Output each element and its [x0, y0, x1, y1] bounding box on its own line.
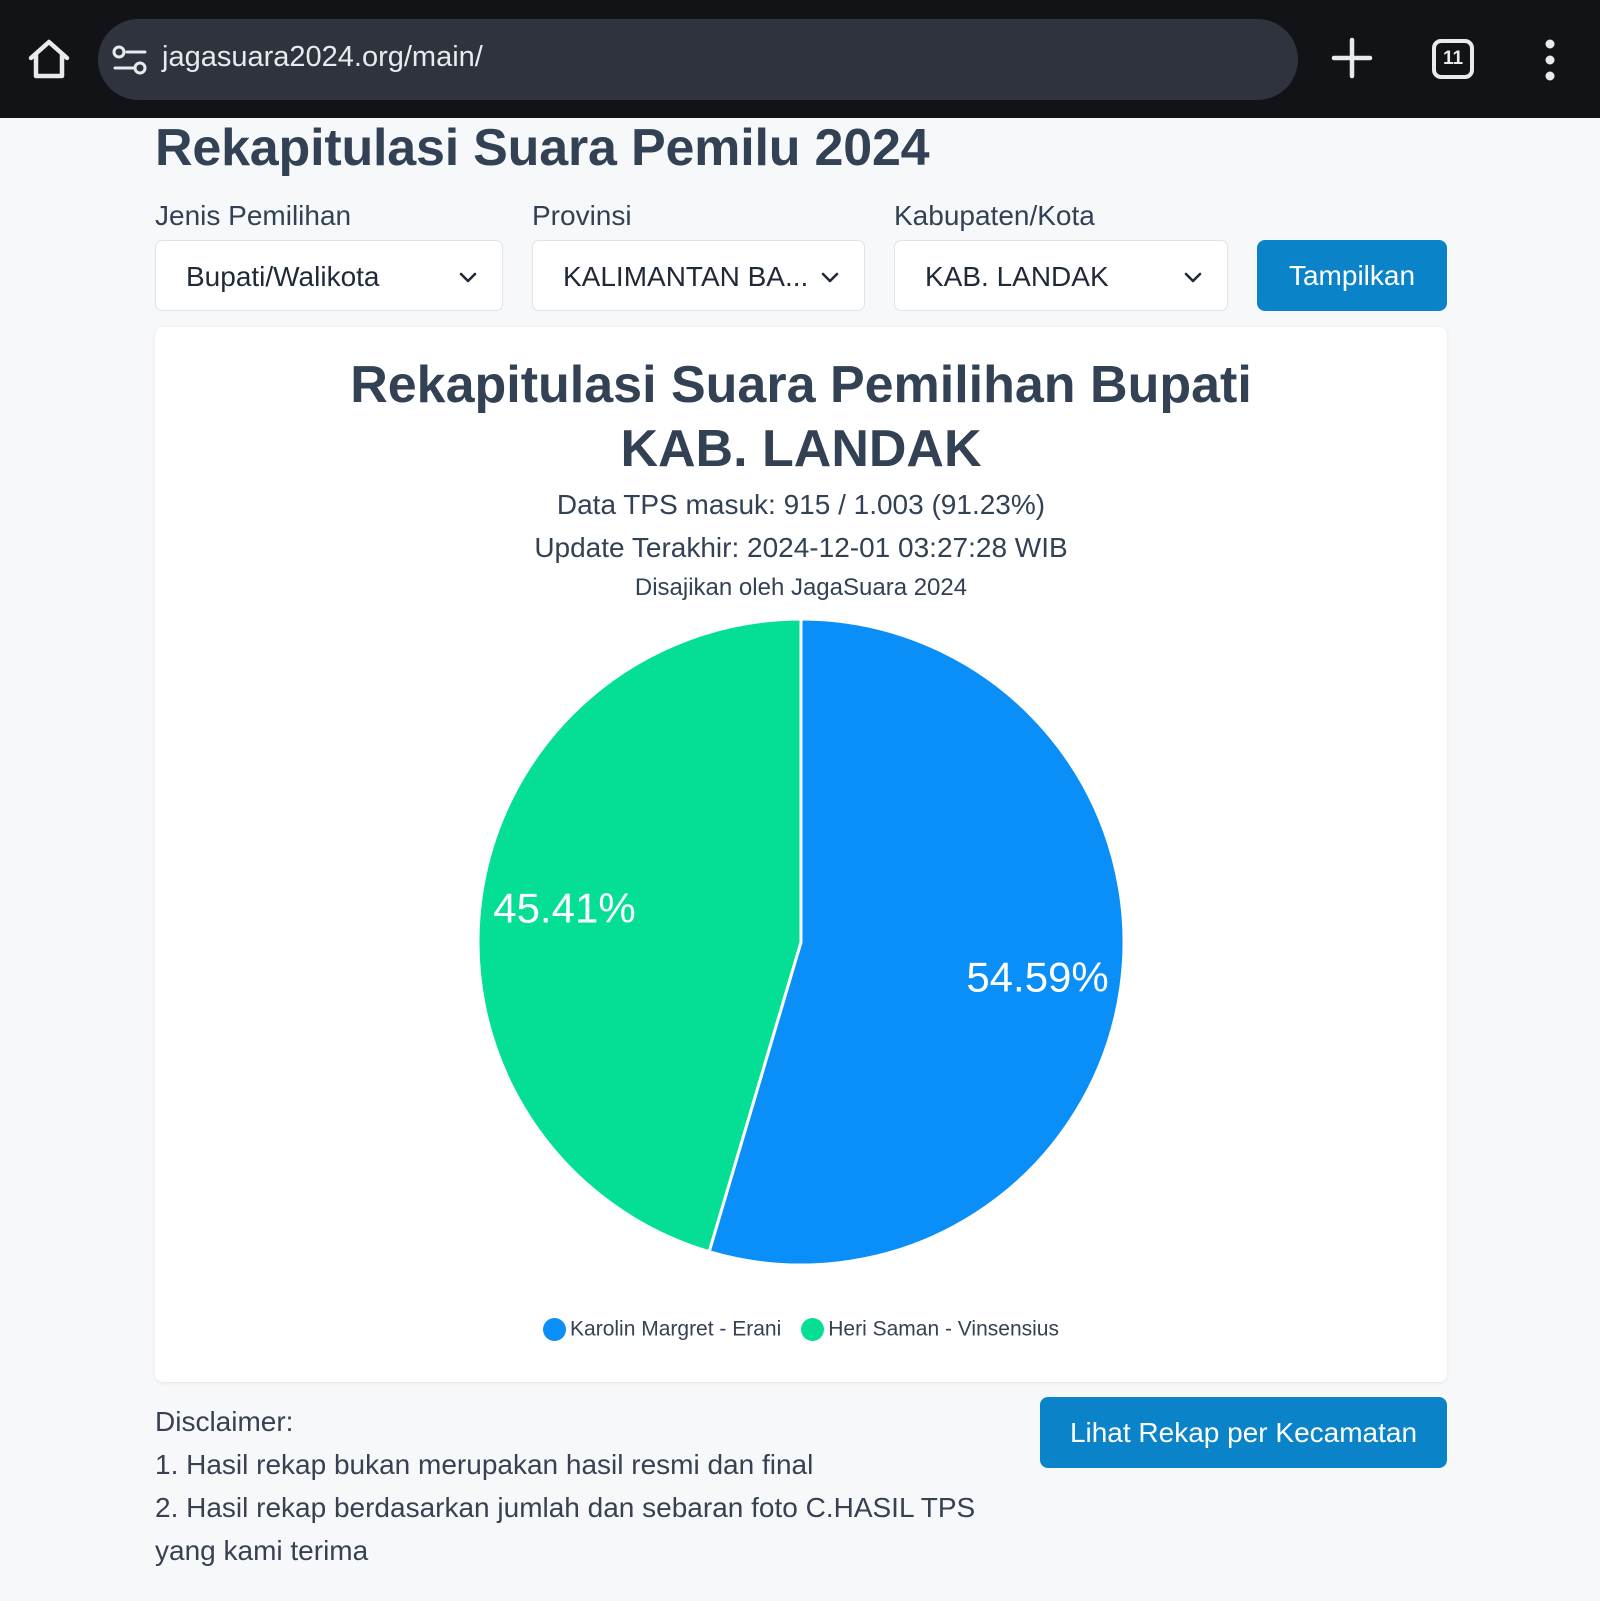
jenis-pemilihan-select[interactable]: Bupati/Walikota — [155, 240, 503, 311]
legend-dot — [543, 1318, 567, 1342]
new-tab-icon[interactable] — [1330, 36, 1374, 80]
jenis-pemilihan-label: Jenis Pemilihan — [155, 200, 352, 231]
data-source: Disajikan oleh JagaSuara 2024 — [634, 574, 968, 601]
kabupaten-value: KAB. LANDAK — [925, 261, 1109, 292]
pie-slice[interactable] — [707, 617, 1126, 1267]
chart-title-line1: Rekapitulasi Suara Pemilihan Bupati — [350, 356, 1252, 414]
pie-chart: 54.59% 45.41% — [476, 617, 1126, 1267]
disclaimer: Disclaimer: 1. Hasil rekap bukan merupak… — [155, 1400, 1035, 1572]
disclaimer-heading: Disclaimer: — [155, 1406, 294, 1437]
provinsi-label: Provinsi — [532, 200, 632, 231]
site-settings-icon[interactable] — [112, 43, 148, 77]
tampilkan-button[interactable]: Tampilkan — [1257, 240, 1447, 311]
more-options-icon[interactable] — [1538, 38, 1562, 82]
chart-title: Rekapitulasi Suara Pemilihan Bupati KAB.… — [155, 353, 1447, 481]
chart-title-line2: KAB. LANDAK — [620, 420, 982, 478]
disclaimer-item-1: 1. Hasil rekap bukan merupakan hasil res… — [155, 1449, 814, 1480]
disclaimer-item-2-continued: yang kami terima — [155, 1535, 369, 1566]
legend-label: Heri Saman - Vinsensius — [828, 1317, 1059, 1341]
pie-slice-label: 45.41% — [493, 885, 635, 932]
browser-toolbar: jagasuara2024.org/main/ 11 — [0, 0, 1600, 118]
legend-dot — [801, 1318, 825, 1342]
last-update: Update Terakhir: 2024-12-01 03:27:28 WIB — [534, 532, 1068, 563]
rekap-kecamatan-button[interactable]: Lihat Rekap per Kecamatan — [1040, 1397, 1447, 1468]
jenis-pemilihan-value: Bupati/Walikota — [186, 261, 380, 292]
tps-count: Data TPS masuk: 915 / 1.003 (91.23%) — [556, 489, 1046, 520]
legend-label: Karolin Margret - Erani — [570, 1317, 782, 1341]
chart-legend: Karolin Margret - Erani Heri Saman - Vins… — [155, 1317, 1447, 1342]
disclaimer-item-2: 2. Hasil rekap berdasarkan jumlah dan se… — [155, 1492, 976, 1523]
kabupaten-label: Kabupaten/Kota — [894, 200, 1095, 231]
tab-switcher-button[interactable]: 11 — [1432, 39, 1474, 79]
legend-item[interactable]: Heri Saman - Vinsensius — [801, 1317, 1059, 1342]
chevron-down-icon — [1184, 272, 1202, 283]
pie-slice[interactable] — [476, 617, 803, 1254]
url-text[interactable]: jagasuara2024.org/main/ — [162, 41, 483, 73]
legend-item[interactable]: Karolin Margret - Erani — [543, 1317, 782, 1342]
provinsi-select[interactable]: KALIMANTAN BA... — [532, 240, 865, 311]
home-icon[interactable] — [26, 36, 72, 82]
kabupaten-select[interactable]: KAB. LANDAK — [894, 240, 1228, 311]
address-bar[interactable]: jagasuara2024.org/main/ — [98, 19, 1298, 100]
pie-slice-label: 54.59% — [966, 953, 1108, 1000]
page-title: Rekapitulasi Suara Pemilu 2024 — [155, 119, 930, 177]
chart-card: Rekapitulasi Suara Pemilihan Bupati KAB.… — [155, 327, 1447, 1382]
chevron-down-icon — [821, 272, 839, 283]
chevron-down-icon — [459, 272, 477, 283]
provinsi-value: KALIMANTAN BA... — [563, 261, 809, 292]
